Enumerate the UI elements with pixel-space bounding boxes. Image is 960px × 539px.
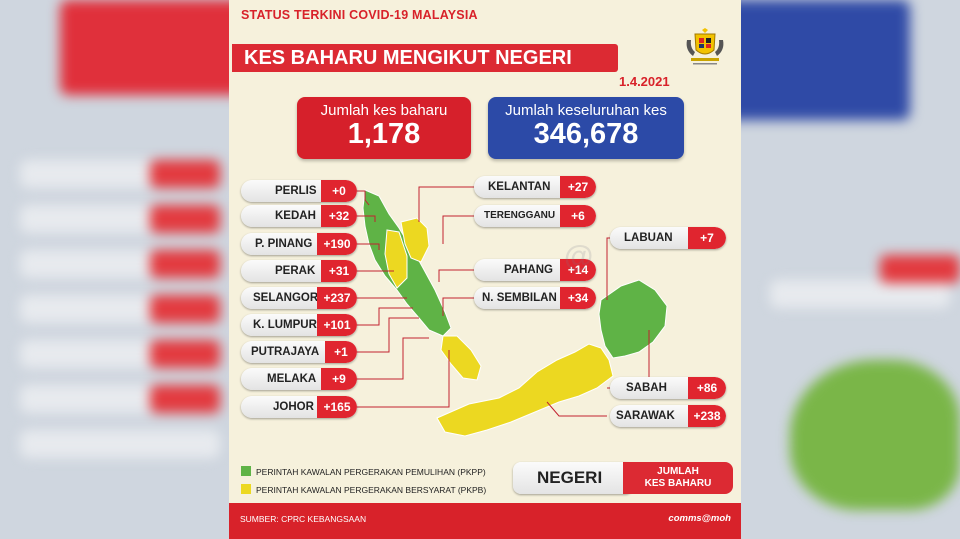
footer: SUMBER: CPRC KEBANGSAAN comms@moh — [229, 503, 741, 539]
sarawak-yellow — [436, 343, 614, 437]
pkpb-label: PERINTAH KAWALAN PERGERAKAN BERSYARAT (P… — [256, 485, 487, 495]
cumulative-cases-label: Jumlah keseluruhan kes — [505, 102, 667, 119]
state-perlis: PERLIS +0 — [241, 180, 357, 202]
page-title: KES BAHARU MENGIKUT NEGERI — [244, 47, 572, 69]
new-cases-label: Jumlah kes baharu — [320, 102, 448, 119]
key-badge: NEGERI JUMLAH KES BAHARU — [513, 462, 733, 494]
pkpb-swatch — [241, 484, 251, 494]
state-terengganu: TERENGGANU +6 — [474, 205, 596, 227]
key-total-label-2: KES BAHARU — [644, 478, 712, 489]
coat-of-arms-icon — [686, 28, 724, 65]
state-negeri-sembilan: N. SEMBILAN +34 — [474, 287, 596, 309]
brand-logo: comms@moh — [668, 513, 731, 524]
infographic-card: STATUS TERKINI COVID-19 MALAYSIA KES BAH… — [229, 0, 741, 539]
state-kuala-lumpur: K. LUMPUR +101 — [241, 314, 357, 336]
cumulative-cases-value: 346,678 — [533, 118, 639, 150]
pkpp-label: PERINTAH KAWALAN PERGERAKAN PEMULIHAN (P… — [256, 467, 486, 477]
johor-yellow — [440, 335, 482, 381]
pkpp-swatch — [241, 466, 251, 476]
sabah-green — [598, 279, 668, 359]
new-cases-box: Jumlah kes baharu 1,178 — [297, 97, 471, 159]
cumulative-cases-box: Jumlah keseluruhan kes 346,678 — [488, 97, 684, 159]
state-johor: JOHOR +165 — [241, 396, 357, 418]
source-text: SUMBER: CPRC KEBANGSAAN — [240, 514, 367, 524]
new-cases-value: 1,178 — [347, 118, 421, 150]
watermark-icon: @ — [564, 240, 594, 273]
state-sabah: SABAH +86 — [610, 377, 726, 399]
key-state-label: NEGERI — [537, 468, 603, 487]
state-melaka: MELAKA +9 — [241, 368, 357, 390]
malaysia-map — [357, 186, 668, 437]
state-perak: PERAK +31 — [241, 260, 357, 282]
title-banner — [232, 44, 618, 72]
state-putrajaya: PUTRAJAYA +1 — [241, 341, 357, 363]
report-date: 1.4.2021 — [619, 74, 670, 89]
state-pahang: PAHANG +14 — [474, 259, 596, 281]
key-total-label-1: JUMLAH — [657, 466, 699, 477]
perak-yellow — [384, 229, 408, 289]
state-sarawak: SARAWAK +238 — [610, 405, 726, 427]
state-labuan: LABUAN +7 — [610, 227, 726, 249]
state-kedah: KEDAH +32 — [241, 205, 357, 227]
state-penang: P. PINANG +190 — [241, 233, 357, 255]
status-title: STATUS TERKINI COVID-19 MALAYSIA — [241, 8, 478, 22]
state-selangor: SELANGOR +237 — [241, 287, 357, 309]
state-kelantan: KELANTAN +27 — [474, 176, 596, 198]
